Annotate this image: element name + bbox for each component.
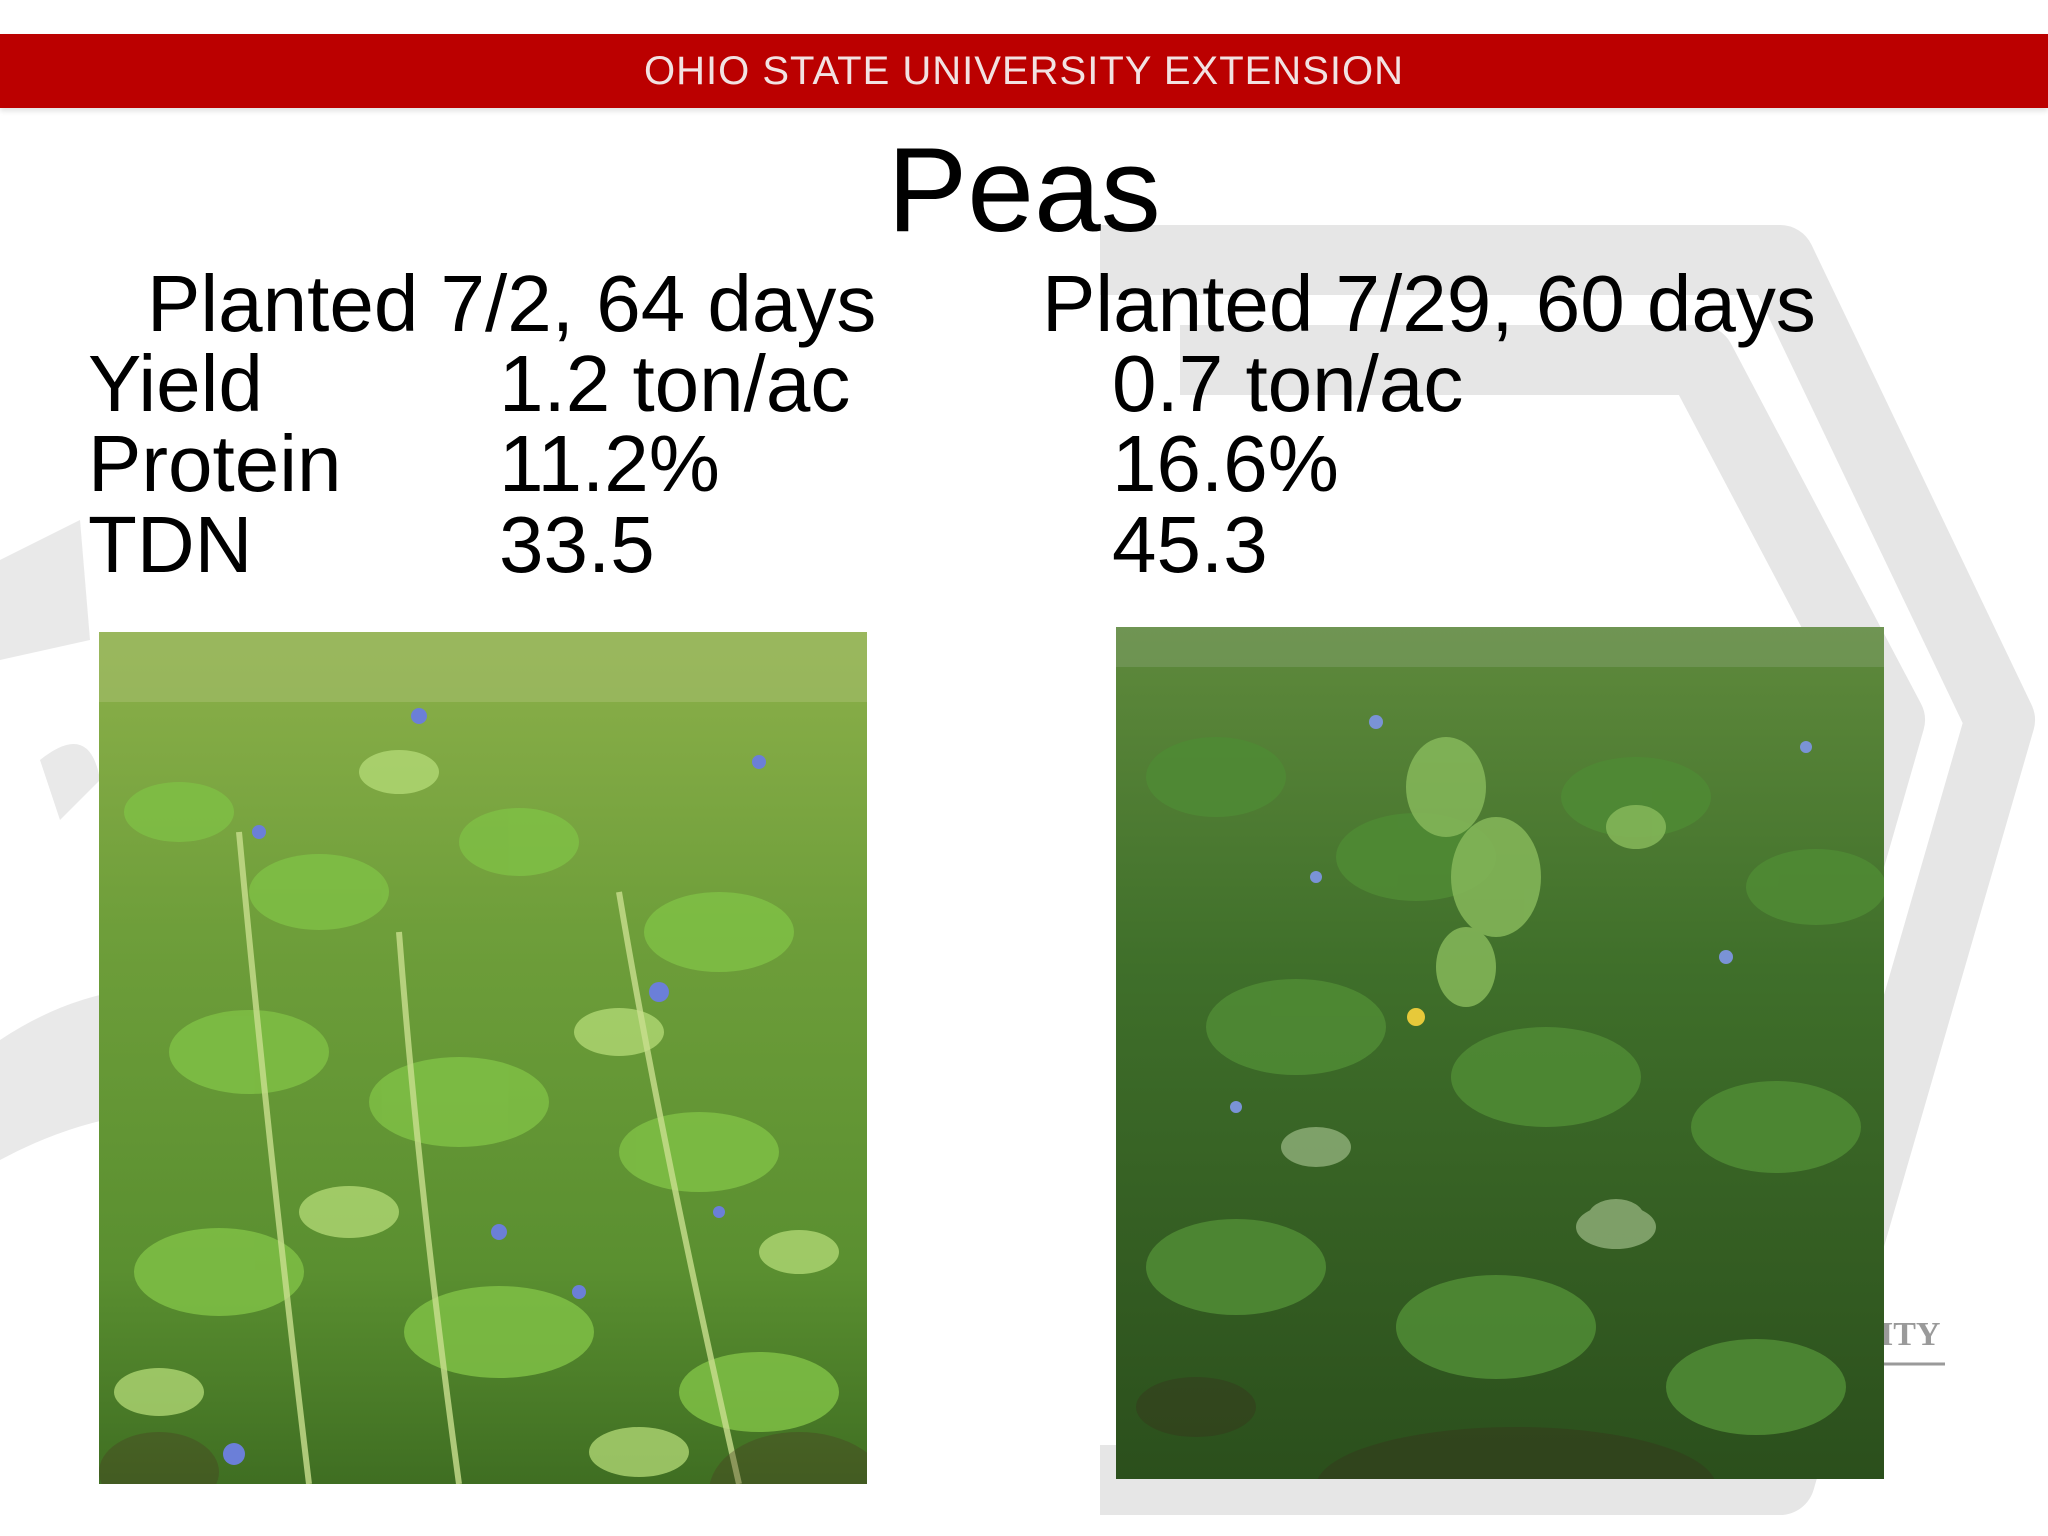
protein-left-value: 11.2% [499,419,720,508]
slide-title: Peas [887,123,1161,257]
banner-title: OHIO STATE UNIVERSITY EXTENSION [643,48,1404,93]
header-banner: OHIO STATE UNIVERSITY EXTENSION [0,34,2048,108]
protein-right-value: 16.6% [1112,419,1339,508]
row-label-yield: Yield [88,339,263,428]
pea-field-photo-left [99,632,867,1484]
watermark-text: ITY [1880,1316,1940,1353]
row-label-protein: Protein [88,419,342,508]
tdn-left-value: 33.5 [499,500,655,589]
tdn-right-value: 45.3 [1112,500,1268,589]
pea-field-photo-right [1116,627,1884,1479]
planting-heading-right: Planted 7/29, 60 days [1042,259,1816,348]
yield-right-value: 0.7 ton/ac [1112,339,1464,428]
planting-heading-left: Planted 7/2, 64 days [147,259,877,348]
row-label-tdn: TDN [88,500,253,589]
yield-left-value: 1.2 ton/ac [499,339,851,428]
